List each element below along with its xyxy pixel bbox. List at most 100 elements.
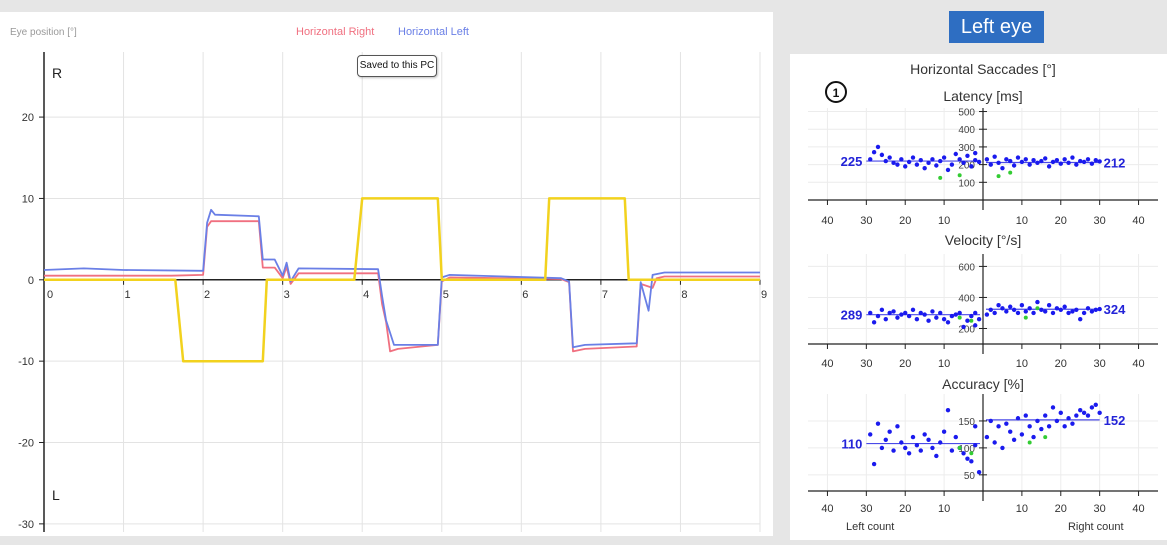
y-axis-label: Eye position [°]	[10, 27, 77, 38]
right-point	[1089, 161, 1095, 166]
right-point	[1000, 165, 1005, 171]
left-point	[891, 309, 896, 314]
left-point	[965, 318, 970, 323]
left-point	[926, 318, 931, 323]
left-point	[875, 144, 881, 150]
left-point	[930, 445, 935, 451]
green-point	[969, 451, 974, 456]
right-point	[1031, 157, 1036, 163]
right-point	[1000, 445, 1005, 451]
right-point	[1023, 413, 1028, 418]
right-point	[1078, 316, 1083, 322]
left-point	[899, 440, 904, 445]
right-point	[1097, 306, 1102, 312]
left-point	[883, 316, 888, 322]
y-tick-label: 500	[958, 108, 975, 119]
left-point	[906, 451, 912, 456]
right-point	[996, 160, 1001, 166]
right-point	[1070, 421, 1075, 426]
x-tick-label: 10	[938, 503, 950, 515]
left-point	[903, 164, 908, 169]
badge-icon	[825, 81, 847, 103]
left-point	[879, 307, 885, 313]
left-point	[973, 157, 978, 163]
green-point	[996, 174, 1001, 179]
x-tick-label: 20	[1055, 358, 1067, 370]
right-mean-value: 212	[1104, 155, 1126, 170]
left-point	[887, 429, 892, 434]
right-point	[1066, 416, 1071, 421]
right-point	[1008, 158, 1013, 164]
x-tick-label: 30	[860, 503, 872, 515]
right-point	[1008, 304, 1013, 309]
right-point	[992, 440, 997, 445]
x-tick-label: 10	[1016, 358, 1028, 370]
right-point	[1050, 405, 1056, 410]
green-point	[957, 173, 962, 178]
right-point	[1081, 410, 1087, 416]
left-point	[895, 315, 900, 320]
left-point	[914, 162, 920, 167]
y-tick-label: 200	[958, 324, 975, 335]
left-point	[891, 160, 896, 166]
y-tick-label: 300	[958, 143, 975, 154]
left-point	[953, 434, 958, 440]
left-point	[918, 310, 923, 316]
y-tick-label: -10	[18, 356, 34, 368]
right-point	[1039, 307, 1044, 313]
left-mean-value: 289	[841, 308, 863, 323]
right-point	[1015, 155, 1021, 160]
y-tick-label: 0	[28, 275, 34, 287]
right-point	[1062, 304, 1067, 309]
left-point	[976, 159, 982, 165]
right-point	[1066, 310, 1071, 316]
right-point	[1074, 162, 1079, 167]
y-tick-label: 200	[958, 161, 975, 172]
y-tick-label: -30	[18, 519, 34, 531]
saved-tooltip: Saved to this PC	[357, 55, 437, 77]
left-point	[922, 165, 927, 171]
left-mean-value: 225	[841, 154, 863, 169]
right-point	[1058, 161, 1063, 166]
right-point	[1031, 310, 1036, 316]
right-point	[988, 307, 993, 313]
x-tick-label: 20	[1055, 503, 1067, 515]
right-point	[1043, 413, 1048, 418]
right-point	[1004, 421, 1009, 426]
eye-label-button[interactable]: Left eye	[949, 11, 1044, 43]
right-point	[1093, 157, 1098, 163]
right-point	[1011, 307, 1017, 313]
left-point	[953, 312, 958, 317]
left-point	[926, 437, 931, 443]
right-point	[1046, 424, 1052, 429]
right-point	[1093, 402, 1098, 407]
x-tick-label: 30	[860, 358, 872, 370]
corner-label-top: R	[52, 65, 62, 81]
x-tick-label: 7	[602, 289, 608, 301]
left-point	[914, 442, 920, 448]
right-point	[1046, 303, 1052, 308]
right-point	[1062, 424, 1067, 429]
left-point	[973, 323, 978, 328]
left-point	[871, 150, 877, 155]
left-point	[961, 160, 966, 166]
right-mean-value: 152	[1104, 413, 1126, 428]
right-point	[1019, 159, 1025, 165]
left-point	[910, 307, 916, 313]
x-tick-label: 1	[124, 289, 130, 301]
x-tick-label: 20	[899, 358, 911, 370]
panel-title: Horizontal Saccades [°]	[910, 61, 1056, 77]
right-point	[1015, 310, 1021, 316]
right-point	[984, 157, 990, 162]
legend-left: Horizontal Left	[398, 26, 469, 38]
left-point	[969, 313, 974, 319]
x-tick-label: 0	[47, 289, 53, 301]
subchart-title: Velocity [°/s]	[945, 232, 1021, 248]
left-point	[969, 164, 974, 169]
right-point	[1027, 162, 1032, 167]
y-tick-label: 50	[964, 471, 976, 482]
legend-right: Horizontal Right	[296, 26, 374, 38]
y-tick-label: 100	[958, 178, 975, 189]
left-point	[961, 324, 966, 330]
right-point	[1000, 306, 1005, 311]
